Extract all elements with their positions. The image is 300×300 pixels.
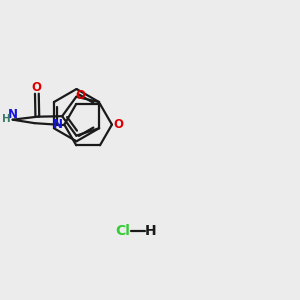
Text: N: N xyxy=(53,118,63,131)
Text: Cl: Cl xyxy=(116,224,130,238)
Text: O: O xyxy=(113,118,123,131)
Text: H: H xyxy=(2,114,11,124)
Text: O: O xyxy=(76,89,85,102)
Text: O: O xyxy=(32,81,42,94)
Text: N: N xyxy=(8,108,18,121)
Text: H: H xyxy=(145,224,156,238)
